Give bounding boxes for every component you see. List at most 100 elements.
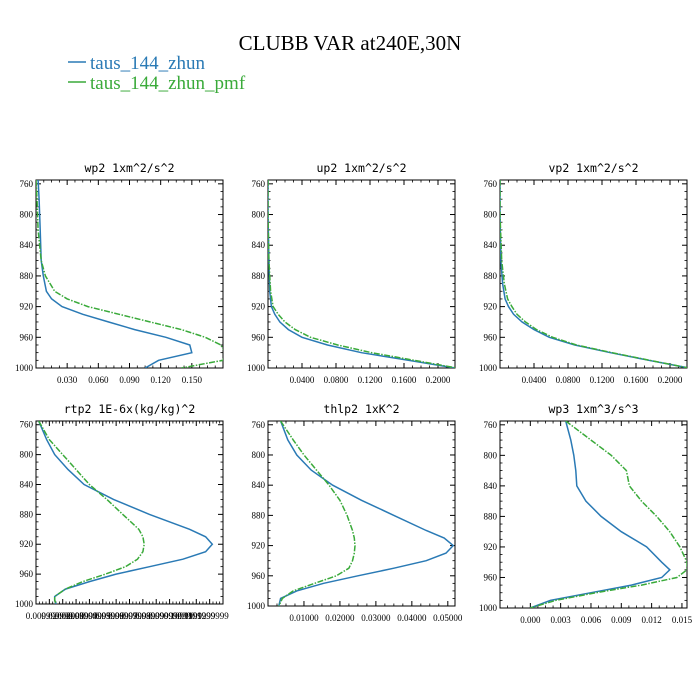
series-line-1 [500, 180, 687, 368]
x-tick-label: 0.02000 [325, 613, 355, 623]
y-tick-label: 1000 [479, 363, 498, 373]
y-tick-label: 840 [252, 240, 266, 250]
y-tick-label: 800 [252, 450, 266, 460]
series-line-1 [37, 180, 193, 368]
y-tick-label: 840 [20, 240, 34, 250]
x-tick-label: 0.012 [641, 615, 661, 625]
x-tick-label: 0.02999999 [55, 611, 98, 621]
x-tick-label: 0.05000 [433, 613, 463, 623]
y-tick-label: 760 [20, 179, 34, 189]
series-line-2 [500, 180, 687, 368]
x-tick-label: 0.04000 [397, 613, 427, 623]
panel-5: thlp2 1xK^2 760 800 840 880 920 960 1000 0.01000… [247, 402, 463, 623]
x-tick-label: 0.009 [611, 615, 632, 625]
y-tick-label: 840 [20, 479, 34, 489]
x-tick-label: 0.003 [551, 615, 572, 625]
panel-2: up2 1xm^2/s^2 760 800 840 880 920 960 1000 0.040… [247, 161, 456, 385]
y-tick-label: 800 [484, 210, 498, 220]
y-tick-label: 960 [484, 572, 498, 582]
series-line-1 [278, 421, 455, 606]
y-tick-label: 960 [484, 332, 498, 342]
y-tick-label: 760 [252, 179, 266, 189]
plot-frame [35, 420, 224, 605]
y-tick-label: 960 [252, 571, 266, 581]
y-tick-label: 880 [252, 510, 266, 520]
y-tick-label: 800 [252, 210, 266, 220]
panel-title: wp3 1xm^3/s^3 [548, 402, 638, 416]
series-line-2 [38, 421, 145, 604]
x-tick-label: 0.030 [57, 375, 78, 385]
y-tick-label: 920 [252, 541, 266, 551]
panel-3: vp2 1xm^2/s^2 760 800 840 880 920 960 1000 0.040… [479, 161, 688, 385]
y-tick-label: 760 [484, 420, 498, 430]
panel-1: wp2 1xm^2/s^2 760 800 840 880 920 960 1000 0.030… [15, 161, 224, 385]
legend-label-2: taus_144_zhun_pmf [90, 73, 246, 94]
series-line-2 [530, 421, 687, 608]
series-line-1 [530, 421, 671, 608]
x-tick-label: 0.03000 [361, 613, 391, 623]
y-tick-label: 1000 [247, 363, 266, 373]
y-tick-label: 1000 [479, 603, 498, 613]
x-tick-label: 0.09999999 [148, 611, 191, 621]
x-tick-label: 0.1600 [624, 375, 649, 385]
y-tick-label: 1000 [247, 601, 266, 611]
x-tick-label: 0.1199999 [177, 611, 215, 621]
x-tick-label: 0.009999999 [26, 611, 74, 621]
x-tick-label: 0.000 [520, 615, 541, 625]
y-tick-label: 800 [20, 210, 34, 220]
series-line-2 [278, 421, 356, 606]
y-tick-label: 840 [252, 480, 266, 490]
chart-title: CLUBB VAR at240E,30N [239, 31, 462, 55]
panel-title: rtp2 1E-6x(kg/kg)^2 [64, 402, 196, 416]
x-tick-label: 0.05999999 [95, 611, 138, 621]
y-tick-label: 960 [20, 332, 34, 342]
x-tick-label: 0.02000000 [41, 611, 84, 621]
legend-label-1: taus_144_zhun [90, 53, 206, 74]
y-tick-label: 1000 [15, 363, 34, 373]
series-line-2 [36, 180, 223, 368]
series-line-1 [268, 180, 455, 368]
x-tick-label: 0.1200 [590, 375, 615, 385]
series-line-2 [268, 180, 455, 368]
panel-title: vp2 1xm^2/s^2 [548, 161, 638, 175]
x-tick-label: 0.1299999 [191, 611, 230, 621]
y-tick-label: 880 [484, 271, 498, 281]
x-tick-label: 0.0800 [324, 375, 349, 385]
y-tick-label: 800 [484, 450, 498, 460]
y-tick-label: 880 [252, 271, 266, 281]
y-tick-label: 960 [20, 569, 34, 579]
y-tick-label: 920 [252, 302, 266, 312]
y-tick-label: 920 [484, 542, 498, 552]
y-tick-label: 760 [20, 420, 34, 430]
plot-frame [499, 179, 688, 369]
x-tick-label: 0.2000 [426, 375, 451, 385]
x-tick-label: 0.1600 [392, 375, 417, 385]
y-tick-label: 920 [484, 302, 498, 312]
y-tick-label: 840 [484, 240, 498, 250]
y-tick-label: 760 [484, 179, 498, 189]
y-tick-label: 960 [252, 332, 266, 342]
plot-frame [499, 420, 688, 609]
legend: taus_144_zhun taus_144_zhun_pmf [68, 53, 246, 94]
y-tick-label: 920 [20, 302, 34, 312]
y-tick-label: 880 [484, 511, 498, 521]
x-tick-label: 0.090 [119, 375, 140, 385]
plot-frame [267, 179, 456, 369]
y-tick-label: 1000 [15, 599, 34, 609]
x-tick-label: 0.0400 [290, 375, 315, 385]
x-tick-label: 0.03999999 [68, 611, 111, 621]
x-tick-label: 0.015 [672, 615, 693, 625]
plot-frame [35, 179, 224, 369]
panel-title: up2 1xm^2/s^2 [316, 161, 406, 175]
x-tick-label: 0.0400 [522, 375, 547, 385]
x-tick-label: 0.07999999 [121, 611, 164, 621]
x-tick-label: 0.1200 [358, 375, 383, 385]
series-line-1 [38, 421, 214, 604]
x-tick-label: 0.06999999 [108, 611, 151, 621]
x-tick-label: 0.060 [88, 375, 109, 385]
y-tick-label: 880 [20, 509, 34, 519]
x-tick-label: 0.2000 [658, 375, 683, 385]
y-tick-label: 800 [20, 450, 34, 460]
y-tick-label: 880 [20, 271, 34, 281]
